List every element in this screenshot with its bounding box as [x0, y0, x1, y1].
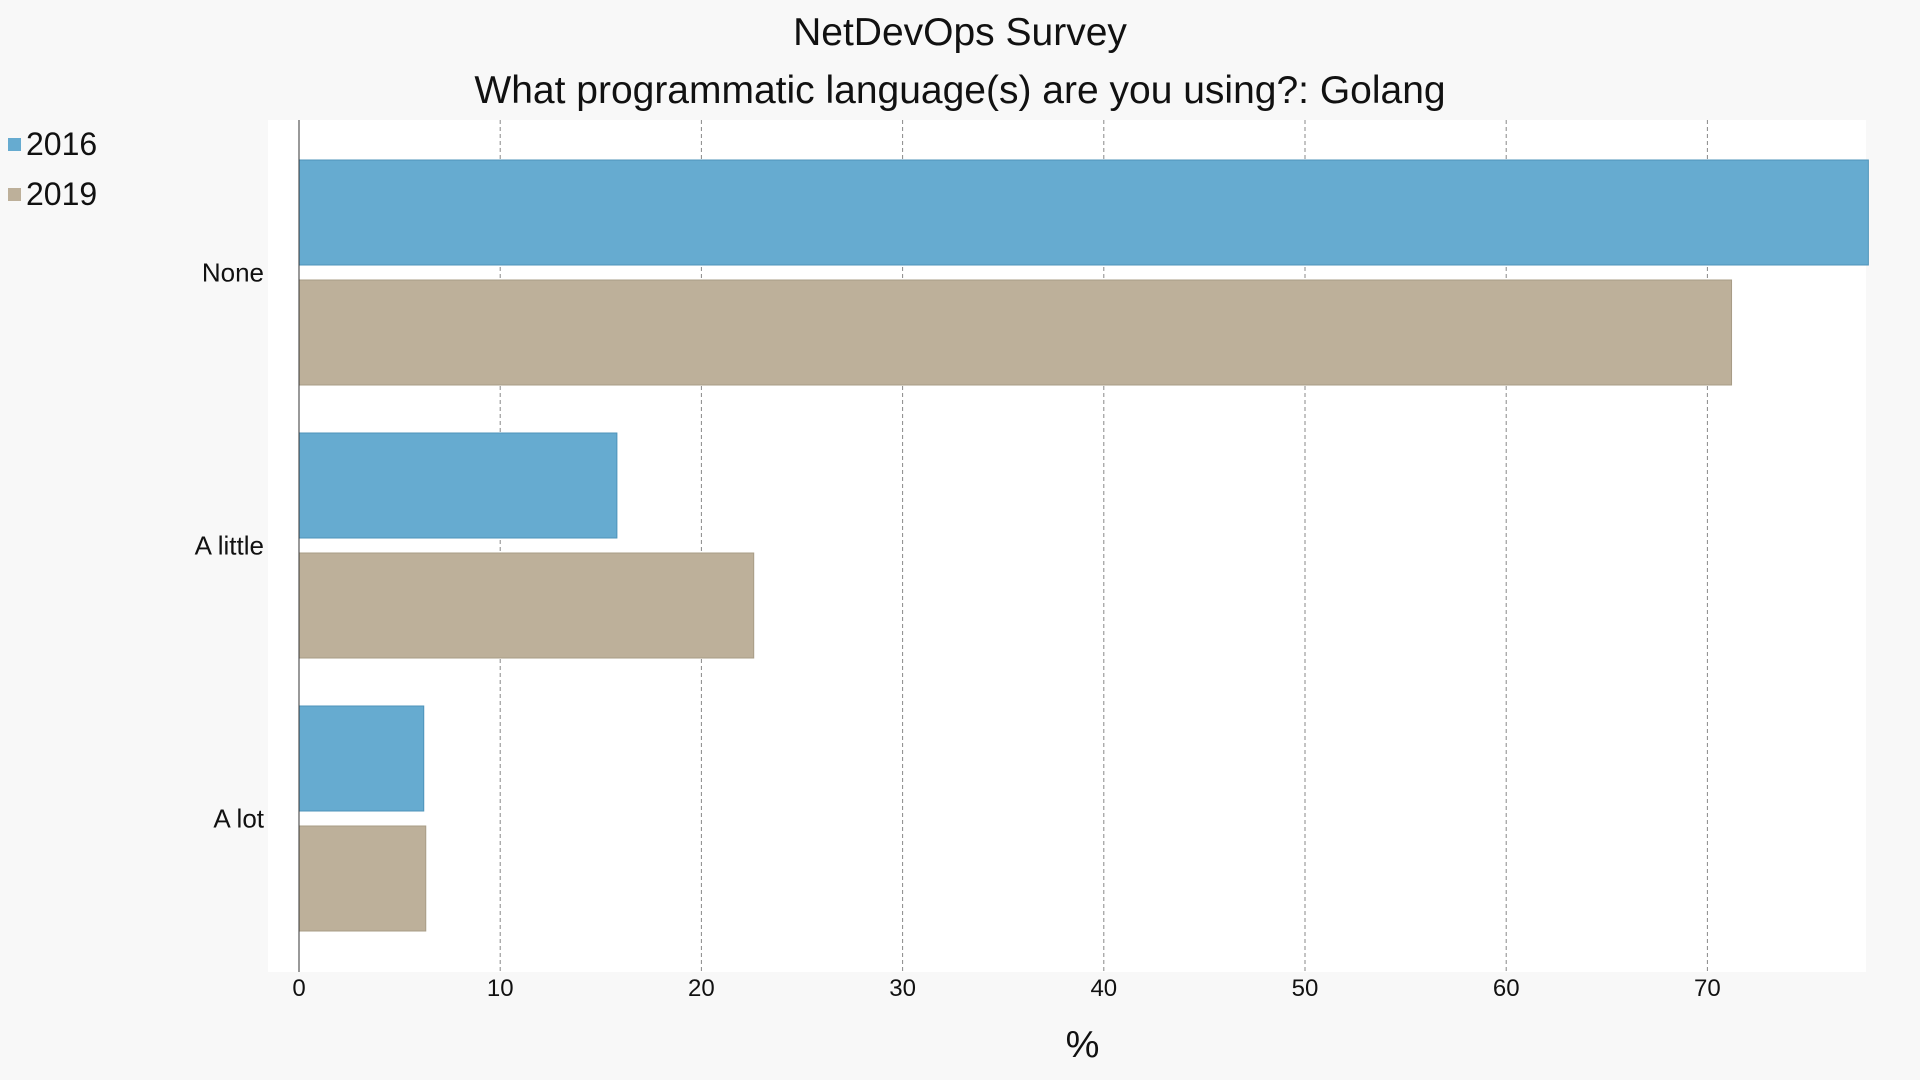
category-label-a-little: A little [195, 531, 264, 561]
x-tick-labels: 0 10 20 30 40 50 60 70 [292, 975, 1720, 1002]
bar-a-little-2016[interactable] [298, 432, 618, 539]
legend-item-2016[interactable]: 2016 [8, 126, 97, 162]
x-tick-label-70: 70 [1694, 975, 1721, 1002]
bar-a-little-2019[interactable] [298, 552, 755, 659]
bars [298, 159, 1869, 932]
legend-item-2019[interactable]: 2019 [8, 176, 97, 212]
x-tick-label-50: 50 [1292, 975, 1319, 1002]
chart-title-block: NetDevOps Survey What programmatic langu… [0, 12, 1920, 112]
x-axis-label: % [1065, 1024, 1100, 1066]
x-tick-label-20: 20 [688, 975, 715, 1002]
x-tick-label-60: 60 [1493, 975, 1520, 1002]
category-label-a-lot: A lot [213, 804, 264, 834]
bar-none-2019[interactable] [298, 279, 1733, 386]
x-tick-label-40: 40 [1090, 975, 1117, 1002]
bar-none-2016[interactable] [298, 159, 1869, 266]
x-tick-label-0: 0 [292, 975, 305, 1002]
category-labels: None A little A lot [195, 258, 265, 834]
category-label-none: None [202, 258, 264, 288]
chart-subtitle: What programmatic language(s) are you us… [474, 69, 1446, 112]
x-tick-label-30: 30 [889, 975, 916, 1002]
chart-title: NetDevOps Survey [793, 11, 1127, 54]
legend-label-2019: 2019 [26, 176, 98, 212]
legend-swatch-2016 [8, 137, 21, 151]
bar-a-lot-2019[interactable] [298, 825, 427, 932]
legend: 2016 2019 [8, 126, 97, 226]
legend-swatch-2019 [8, 187, 21, 201]
bar-a-lot-2016[interactable] [298, 705, 425, 812]
x-tick-label-10: 10 [487, 975, 514, 1002]
legend-label-2016: 2016 [26, 126, 98, 162]
